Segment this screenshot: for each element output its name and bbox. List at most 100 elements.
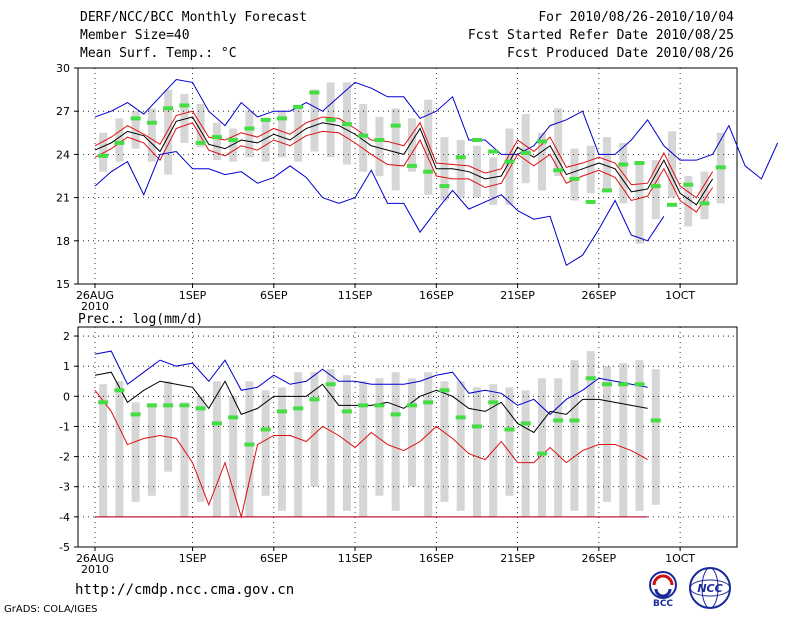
- median-marker: [423, 169, 434, 174]
- ensemble-box: [294, 372, 303, 517]
- ensemble-box: [684, 176, 693, 227]
- ensemble-box: [229, 128, 238, 162]
- median-marker: [488, 149, 499, 154]
- y-tick-label: 27: [56, 105, 70, 118]
- median-marker: [146, 403, 157, 408]
- x-tick-label: 1OCT: [665, 552, 695, 565]
- median-marker: [276, 409, 287, 414]
- precip-label: Prec.: log(mm/d): [78, 312, 203, 327]
- median-marker: [601, 188, 612, 193]
- y-tick-label: 18: [56, 235, 70, 248]
- series-upper-line: [94, 350, 648, 416]
- median-marker: [601, 382, 612, 387]
- series-mean-line: [94, 116, 714, 206]
- median-marker: [569, 176, 580, 181]
- x-tick-label: 26SEP: [582, 289, 617, 302]
- median-marker: [520, 150, 531, 155]
- ensemble-box: [667, 131, 676, 198]
- median-marker: [244, 442, 255, 447]
- x-tick-label: 16SEP: [419, 289, 454, 302]
- ensemble-box: [440, 381, 449, 502]
- ensemble-box: [456, 140, 465, 198]
- ensemble-box: [310, 89, 319, 152]
- ensemble-box: [261, 118, 270, 162]
- x-tick-sublabel: 2010: [81, 563, 109, 576]
- median-marker: [195, 406, 206, 411]
- series-spread_low-line: [94, 122, 714, 213]
- median-marker: [504, 427, 515, 432]
- median-marker: [244, 126, 255, 131]
- member-size: Member Size=40: [80, 28, 190, 43]
- series-spread-line: [94, 389, 648, 519]
- x-tick-label: 1SEP: [179, 552, 207, 565]
- median-marker: [666, 202, 677, 207]
- median-marker: [650, 418, 661, 423]
- ensemble-box: [196, 104, 205, 148]
- median-marker: [634, 382, 645, 387]
- y-tick-label: 21: [56, 192, 70, 205]
- ensemble-box: [586, 351, 595, 517]
- median-marker: [163, 403, 174, 408]
- ensemble-box: [326, 369, 335, 517]
- variable-label: Mean Surf. Temp.: °C: [80, 46, 237, 61]
- chart-title: DERF/NCC/BCC Monthly Forecast: [80, 10, 307, 25]
- median-marker: [211, 135, 222, 140]
- median-marker: [325, 382, 336, 387]
- median-marker: [423, 400, 434, 405]
- ensemble-box: [115, 118, 124, 162]
- ensemble-box: [375, 116, 384, 176]
- median-marker: [341, 409, 352, 414]
- ensemble-box: [554, 108, 563, 176]
- x-tick-label: 1SEP: [179, 289, 207, 302]
- ensemble-box: [619, 363, 628, 517]
- y-tick-label: -1: [59, 420, 70, 433]
- bcc-logo-text: BCC: [653, 599, 673, 608]
- ensemble-box: [651, 160, 660, 220]
- median-marker: [228, 138, 239, 142]
- ensemble-box: [99, 132, 108, 172]
- ensemble-box: [635, 161, 644, 244]
- ensemble-box: [115, 381, 124, 517]
- y-tick-label: 1: [63, 360, 70, 373]
- median-marker: [358, 403, 369, 408]
- median-marker: [325, 117, 336, 122]
- y-tick-label: -2: [59, 451, 70, 464]
- series-spread_high-line: [94, 110, 714, 199]
- median-marker: [471, 424, 482, 429]
- median-marker: [293, 406, 304, 411]
- source-url[interactable]: http://cmdp.ncc.cma.gov.cn: [75, 582, 295, 598]
- ensemble-box: [700, 171, 709, 220]
- x-tick-label: 11SEP: [338, 552, 373, 565]
- median-marker: [358, 133, 369, 138]
- median-marker: [390, 412, 401, 417]
- bcc-logo: BCC: [649, 571, 677, 608]
- refer-date: Fcst Started Refer Date 2010/08/25: [467, 28, 734, 43]
- x-tick-label: 21SEP: [500, 552, 535, 565]
- ensemble-box: [391, 372, 400, 511]
- ensemble-box: [342, 375, 351, 511]
- median-marker: [146, 120, 157, 125]
- x-tick-label: 6SEP: [260, 552, 288, 565]
- median-marker: [276, 116, 287, 121]
- ensemble-box: [375, 378, 384, 496]
- median-marker: [455, 415, 466, 420]
- median-marker: [374, 403, 385, 408]
- ensemble-box: [196, 396, 205, 502]
- x-tick-label: 21SEP: [500, 289, 535, 302]
- ensemble-box: [180, 93, 189, 143]
- ensemble-box: [602, 137, 611, 191]
- ensemble-box: [570, 148, 579, 201]
- grads-credit: GrADS: COLA/IGES: [4, 604, 98, 615]
- ensemble-box: [147, 108, 156, 162]
- x-tick-label: 26SEP: [582, 552, 617, 565]
- y-tick-label: -5: [59, 541, 70, 554]
- y-tick-label: -4: [59, 511, 70, 524]
- median-marker: [211, 421, 222, 426]
- ensemble-box: [147, 405, 156, 496]
- ensemble-box: [277, 111, 286, 158]
- x-tick-label: 1OCT: [665, 289, 695, 302]
- median-marker: [520, 421, 531, 426]
- ensemble-box: [424, 99, 433, 195]
